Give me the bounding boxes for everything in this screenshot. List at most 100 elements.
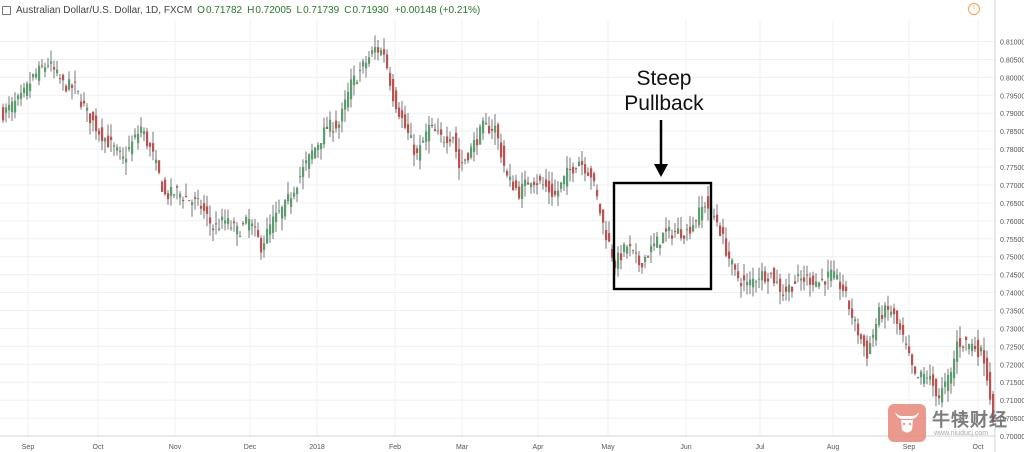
candle-down [545, 179, 548, 187]
time-tick-label: 2018 [309, 444, 325, 451]
time-tick-label: Mar [456, 444, 469, 451]
candle-up [980, 347, 983, 352]
candle-down [683, 235, 686, 239]
candle-down [725, 238, 728, 256]
watermark-url: www.niuducj.com [934, 430, 989, 437]
collapse-icon[interactable] [2, 5, 11, 15]
candle-down [92, 111, 95, 121]
candle-up [23, 87, 26, 94]
candle-down [395, 90, 398, 110]
candle-down [377, 47, 380, 53]
candle-down [977, 339, 980, 358]
candle-up [878, 307, 881, 325]
candle-up [362, 61, 365, 67]
candle-up [197, 198, 200, 200]
candle-down [572, 166, 575, 174]
candle-up [266, 228, 269, 244]
candle-up [338, 124, 341, 128]
candle-up [5, 107, 8, 113]
candle-down [164, 179, 167, 195]
candle-down [515, 180, 518, 188]
candle-down [41, 65, 44, 67]
candle-down [80, 101, 83, 107]
candle-down [695, 220, 698, 222]
close-value: 0.71930 [352, 4, 389, 16]
candle-up [305, 160, 308, 164]
candle-up [443, 141, 446, 143]
candle-down [260, 238, 263, 253]
candle-down [83, 100, 86, 104]
candle-up [236, 226, 239, 235]
candle-up [191, 202, 194, 206]
price-axis[interactable]: 0.81000 0.80500 0.80000 0.79500 0.79000 0.785… [1000, 40, 1024, 441]
candle-down [74, 81, 77, 83]
candle-down [599, 203, 602, 214]
candle-down [389, 73, 392, 86]
price-tick-label: 0.80000 [1000, 75, 1024, 82]
candle-down [434, 129, 437, 132]
candle-up [623, 244, 626, 253]
candle-down [680, 229, 683, 239]
candle-up [509, 176, 512, 181]
candle-up [749, 279, 752, 286]
candle-up [872, 334, 875, 338]
alert-icon[interactable]: ! [968, 3, 980, 15]
price-tick-label: 0.79000 [1000, 111, 1024, 118]
candle-down [824, 281, 827, 285]
candle-down [689, 226, 692, 234]
candle-down [461, 162, 464, 164]
candle-up [560, 182, 563, 189]
candle-up [713, 215, 716, 218]
candle-up [131, 141, 134, 155]
candle-up [293, 192, 296, 197]
candle-down [431, 125, 434, 127]
candle-up [701, 206, 704, 221]
candle-down [908, 346, 911, 354]
candle-up [278, 210, 281, 212]
candle-down [476, 139, 479, 146]
candle-up [35, 73, 38, 78]
candle-down [188, 200, 191, 202]
candle-up [464, 159, 467, 161]
candle-down [242, 223, 245, 225]
candle-down [773, 268, 776, 284]
candle-down [866, 340, 869, 359]
candle-up [230, 227, 233, 229]
candle-up [32, 74, 35, 78]
annotation-arrow-head [654, 164, 668, 177]
candle-down [992, 393, 995, 422]
candle-up [452, 137, 455, 139]
candle-down [581, 161, 584, 165]
candle-up [956, 341, 959, 362]
candle-down [806, 274, 809, 276]
watermark-brand: 牛犊财经 [932, 410, 1008, 430]
price-tick-label: 0.71500 [1000, 380, 1024, 387]
price-tick-label: 0.79500 [1000, 93, 1024, 100]
candle-down [740, 283, 743, 286]
candle-down [209, 217, 212, 224]
candle-up [119, 150, 122, 152]
candle-up [668, 226, 671, 231]
candle-down [89, 113, 92, 124]
candle-up [797, 274, 800, 277]
candle-down [569, 169, 572, 171]
candle-up [11, 101, 14, 113]
candle-down [416, 148, 419, 154]
candle-down [893, 308, 896, 315]
candle-up [134, 134, 137, 138]
time-axis[interactable]: Sep Oct Nov Dec 2018 Feb Mar Apr May Jun Jul Aug Sep… [22, 444, 984, 451]
candle-down [935, 379, 938, 397]
change-value: +0.00148 (+0.21%) [394, 4, 481, 16]
time-tick-label: Apr [533, 444, 545, 451]
candle-up [170, 186, 173, 196]
low-value: 0.71739 [303, 4, 340, 16]
candle-up [944, 381, 947, 387]
price-tick-label: 0.73000 [1000, 326, 1024, 333]
candle-up [815, 281, 818, 287]
candle-up [437, 130, 440, 132]
candle-down [200, 206, 203, 209]
candle-down [593, 173, 596, 182]
candle-up [485, 122, 488, 125]
candle-up [113, 145, 116, 147]
